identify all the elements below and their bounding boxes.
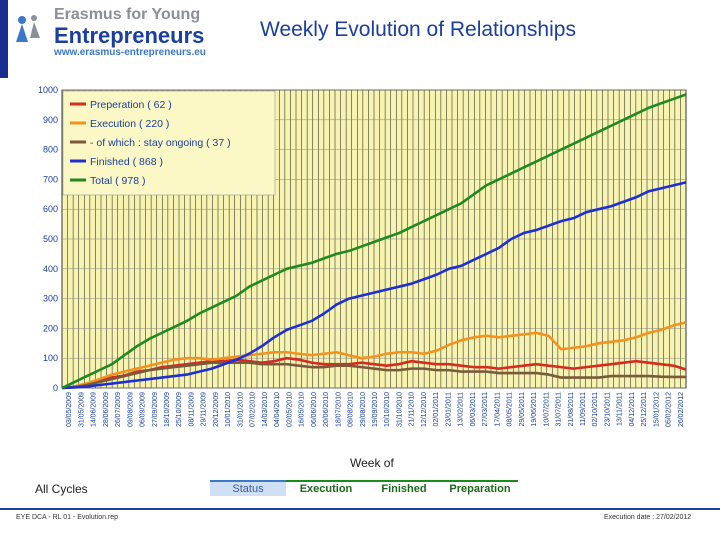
x-tick-label: 04/04/2010: [274, 392, 281, 427]
x-tick-label: 31/07/2011: [556, 392, 563, 427]
x-tick-label: 29/05/2011: [519, 392, 526, 427]
x-tick-label: 02/10/2011: [592, 392, 599, 427]
tab-finished[interactable]: Finished: [366, 480, 442, 496]
x-tick-label: 20/06/2010: [323, 392, 330, 427]
tab-preparation[interactable]: Preparation: [442, 480, 518, 496]
report-tabs: Status Execution Finished Preparation: [210, 480, 518, 496]
series-line: [61, 93, 687, 390]
x-tick-label: 10/01/2010: [225, 392, 232, 427]
legend-entry: Finished ( 868 ): [90, 156, 163, 168]
logo-line1: Erasmus for Young: [54, 6, 201, 23]
x-tick-label: 05/02/2012: [666, 392, 673, 427]
x-tick-label: 11/09/2011: [580, 392, 587, 426]
legend-box: [62, 90, 276, 196]
x-tick-label: 06/03/2011: [470, 392, 477, 427]
x-tick-label: 18/10/2009: [164, 392, 171, 427]
x-tick-label: 02/05/2010: [286, 392, 293, 427]
x-tick-label: 21/11/2010: [409, 392, 416, 427]
x-tick-label: 16/05/2010: [299, 392, 306, 427]
x-tick-label: 29/11/2009: [201, 392, 208, 427]
x-tick-label: 31/01/2010: [237, 392, 244, 427]
y-tick-label: 800: [43, 145, 58, 155]
legend-entry: - of which : stay ongoing ( 37 ): [90, 137, 231, 149]
y-tick-label: 300: [43, 294, 58, 304]
legend-entry: Execution ( 220 ): [90, 118, 169, 130]
x-tick-label: 08/11/2009: [188, 392, 195, 427]
y-tick-label: 700: [43, 174, 58, 184]
report-name: EYE DCA - RL 01 - Evolution.rep: [16, 514, 119, 521]
x-axis-label: Week of: [350, 456, 394, 470]
x-tick-label: 07/02/2010: [250, 392, 257, 427]
x-tick-label: 10/10/2010: [384, 392, 391, 427]
x-tick-label: 14/06/2009: [91, 392, 98, 427]
x-tick-label: 12/12/2010: [421, 392, 428, 427]
x-tick-label: 06/06/2010: [311, 392, 318, 427]
y-tick-label: 500: [43, 234, 58, 244]
x-tick-label: 14/03/2010: [262, 392, 269, 427]
x-tick-label: 19/09/2010: [372, 392, 379, 427]
logo-mark-icon: [16, 15, 40, 42]
x-tick-label: 13/11/2011: [617, 392, 624, 426]
x-tick-label: 18/07/2010: [335, 392, 342, 427]
x-tick-label: 09/08/2009: [127, 392, 134, 427]
page-title: Weekly Evolution of Relationships: [260, 18, 576, 41]
x-tick-label: 08/08/2010: [348, 392, 355, 427]
y-tick-label: 1000: [38, 85, 58, 95]
x-tick-label: 31/05/2009: [78, 392, 85, 427]
all-cycles-label: All Cycles: [35, 482, 88, 496]
x-tick-label: 27/03/2011: [482, 392, 489, 427]
series-line: [61, 321, 687, 390]
x-tick-label: 17/04/2011: [494, 392, 501, 427]
y-tick-label: 100: [43, 353, 58, 363]
series-line: [61, 361, 686, 390]
y-tick-label: 900: [43, 115, 58, 125]
logo-url: www.erasmus-entrepreneurs.eu: [54, 47, 206, 58]
y-tick-label: 600: [43, 204, 58, 214]
x-tick-label: 13/02/2011: [458, 392, 465, 427]
execution-date: Execution date : 27/02/2012: [604, 514, 692, 521]
x-tick-label: 23/01/2011: [445, 392, 452, 427]
x-tick-label: 15/01/2012: [653, 392, 660, 427]
tab-execution[interactable]: Execution: [286, 480, 366, 496]
x-tick-label: 03/05/2009: [66, 392, 73, 427]
x-tick-label: 31/10/2010: [396, 392, 403, 427]
tab-status[interactable]: Status: [210, 480, 286, 496]
logo: Erasmus for Young Entrepreneurs www.eras…: [12, 4, 252, 64]
x-tick-label: 25/12/2011: [641, 392, 648, 427]
y-tick-label: 200: [43, 323, 58, 333]
logo-line2: Entrepreneurs: [54, 23, 205, 48]
x-tick-label: 06/09/2009: [140, 392, 147, 427]
x-tick-label: 04/12/2011: [629, 392, 636, 427]
x-tick-label: 21/08/2011: [568, 392, 575, 427]
x-tick-label: 08/05/2011: [507, 392, 514, 427]
legend-entry: Total ( 978 ): [90, 175, 145, 187]
x-tick-label: 10/07/2011: [543, 392, 550, 427]
x-tick-label: 26/02/2012: [678, 392, 685, 427]
x-tick-label: 25/10/2009: [176, 392, 183, 427]
line-chart: 0 100 200 300 400 500 600 700 800 900 1000 03/05/20…: [38, 85, 687, 427]
x-tick-label: 20/12/2009: [213, 392, 220, 427]
footer-divider: [0, 508, 720, 510]
series-line: [61, 356, 687, 390]
x-tick-label: 29/08/2010: [360, 392, 367, 427]
series-line: [61, 181, 687, 390]
x-tick-label: 02/01/2011: [433, 392, 440, 427]
y-tick-label: 0: [53, 383, 58, 393]
x-tick-label: 23/10/2011: [604, 392, 611, 427]
x-tick-label: 27/09/2009: [152, 392, 159, 427]
legend-entry: Preperation ( 62 ): [90, 99, 172, 111]
y-tick-label: 400: [43, 264, 58, 274]
x-tick-label: 19/06/2011: [531, 392, 538, 427]
brand-side-bar: [0, 0, 8, 78]
x-tick-label: 26/07/2009: [115, 392, 122, 427]
x-tick-label: 28/06/2009: [103, 392, 110, 427]
